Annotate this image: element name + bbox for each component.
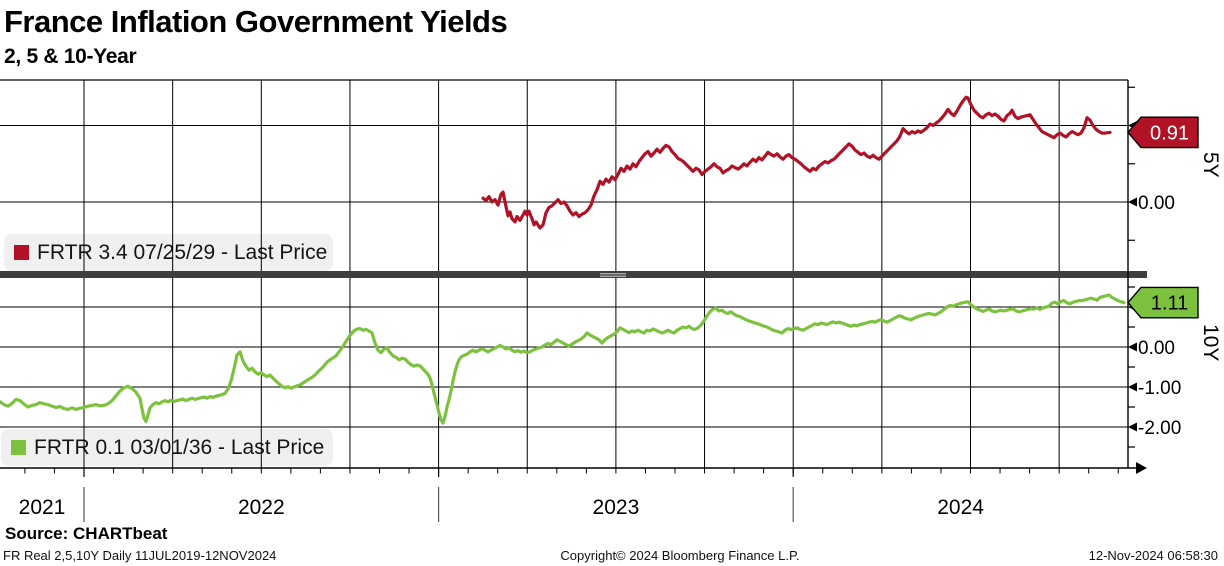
y-tick-label: 1.00 bbox=[1138, 117, 1175, 138]
last-price-value-10y: 1.11 bbox=[1151, 293, 1188, 315]
page-title: France Inflation Government Yields bbox=[4, 4, 508, 39]
x-axis-arrow-icon bbox=[1136, 462, 1147, 474]
source-label: Source: CHARTbeat bbox=[5, 524, 168, 543]
panel-separator[interactable] bbox=[0, 271, 1147, 278]
series-line-10y bbox=[0, 293, 1126, 425]
axis-name-5y: 5Y bbox=[1199, 152, 1222, 178]
y-tick-label: 0.00 bbox=[1138, 338, 1175, 359]
y-tick-label: -2.00 bbox=[1138, 418, 1181, 439]
page-subtitle: 2, 5 & 10-Year bbox=[4, 45, 137, 68]
separator-handle-icon[interactable] bbox=[600, 273, 626, 275]
legend-10y[interactable]: FRTR 0.1 03/01/36 - Last Price bbox=[1, 429, 333, 466]
y-tick-label: 1.00 bbox=[1138, 298, 1175, 319]
legend-5y-label: FRTR 3.4 07/25/29 - Last Price bbox=[37, 240, 328, 264]
y-major-tick-arrow-icon bbox=[1128, 197, 1137, 207]
x-year-label: 2022 bbox=[238, 496, 285, 519]
y-major-tick-arrow-icon bbox=[1128, 302, 1137, 312]
axis-name-10y: 10Y bbox=[1199, 324, 1222, 362]
x-year-label: 2023 bbox=[593, 496, 640, 519]
footer-timestamp: 12-Nov-2024 06:58:30 bbox=[1088, 548, 1218, 563]
footer-copyright: Copyright© 2024 Bloomberg Finance L.P. bbox=[560, 548, 800, 563]
y-major-tick-arrow-icon bbox=[1128, 121, 1137, 130]
y-major-tick-arrow-icon bbox=[1128, 422, 1137, 432]
y-major-tick-arrow-icon bbox=[1128, 342, 1137, 352]
y-tick-label: 0.00 bbox=[1138, 193, 1175, 214]
last-price-tag-5y[interactable] bbox=[1127, 116, 1199, 149]
x-year-label: 2024 bbox=[937, 496, 984, 519]
separator-handle-icon[interactable] bbox=[600, 275, 626, 277]
last-price-value-5y: 0.91 bbox=[1150, 122, 1189, 144]
series-line-5y bbox=[481, 95, 1112, 230]
legend-5y[interactable]: FRTR 3.4 07/25/29 - Last Price bbox=[4, 234, 333, 271]
legend-10y-label: FRTR 0.1 03/01/36 - Last Price bbox=[34, 435, 325, 459]
legend-5y-swatch-icon bbox=[14, 245, 29, 260]
y-major-tick-arrow-icon bbox=[1128, 382, 1137, 392]
legend-10y-swatch-icon bbox=[11, 440, 26, 455]
last-price-tag-10y[interactable] bbox=[1127, 286, 1199, 319]
footer-series-info: FR Real 2,5,10Y Daily 11JUL2019-12NOV202… bbox=[3, 548, 277, 563]
y-tick-label: -1.00 bbox=[1138, 378, 1181, 399]
x-year-label: 2021 bbox=[19, 496, 66, 519]
